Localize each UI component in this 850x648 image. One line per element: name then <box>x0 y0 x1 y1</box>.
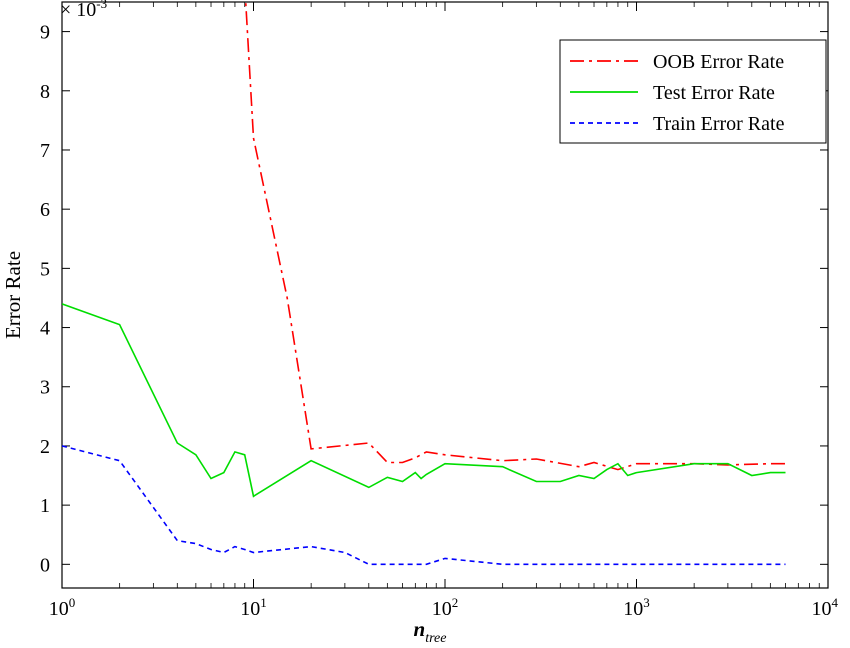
y-tick-label: 8 <box>40 81 50 103</box>
y-tick-label: 2 <box>40 436 50 458</box>
y-tick-label: 1 <box>40 495 50 517</box>
x-axis-label: ntree <box>414 617 447 646</box>
y-tick-label: 7 <box>40 140 50 162</box>
y-axis-label: Error Rate <box>1 251 25 339</box>
x-tick-label: 103 <box>623 595 650 620</box>
x-axis-label-subscript: tree <box>425 631 446 646</box>
series-line-oob-error-rate <box>244 2 786 471</box>
legend-label: OOB Error Rate <box>653 51 784 73</box>
x-tick-label: 102 <box>432 595 459 620</box>
series-line-test-error-rate <box>62 303 786 498</box>
y-tick-label: 0 <box>40 554 50 576</box>
y-multiplier-exponent: -3 <box>96 0 107 11</box>
y-tick-label: 4 <box>40 318 50 340</box>
legend-label: Train Error Rate <box>653 113 785 135</box>
legend-label: Test Error Rate <box>653 82 775 104</box>
y-multiplier-label: × 10-3 <box>60 0 107 21</box>
x-tick-label: 101 <box>240 595 267 620</box>
x-tick-label: 100 <box>49 595 76 620</box>
y-tick-label: 5 <box>40 258 50 280</box>
y-tick-label: 6 <box>40 199 50 221</box>
x-tick-label: 104 <box>812 595 839 620</box>
y-tick-label: 3 <box>40 377 50 399</box>
y-tick-label: 9 <box>40 22 50 44</box>
